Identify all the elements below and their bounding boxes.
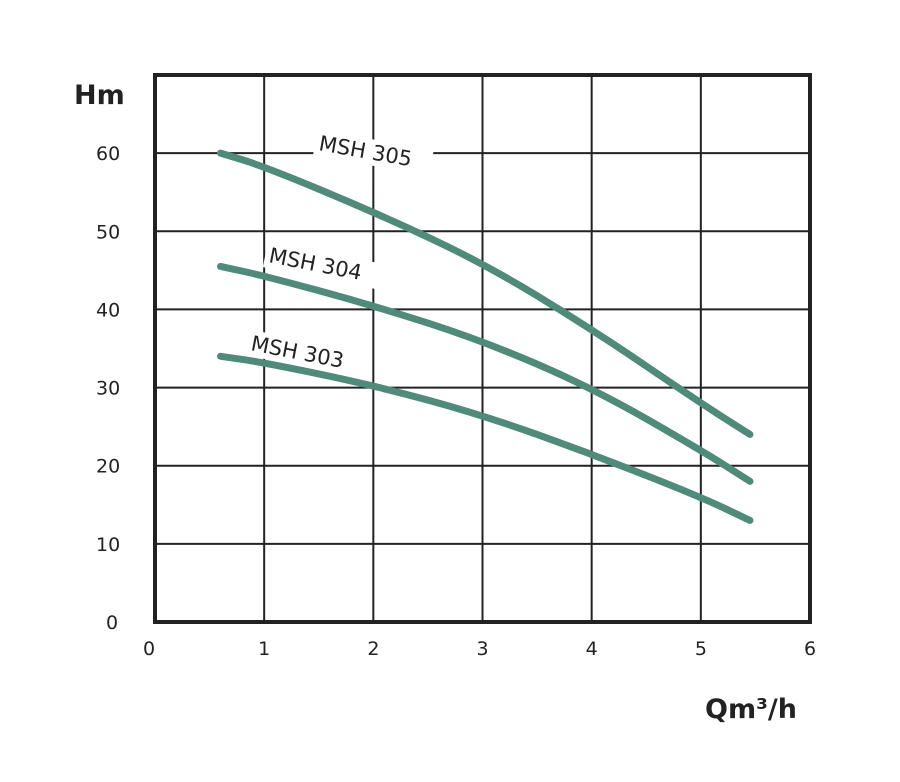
x-axis-label: Qm³/h <box>705 694 797 725</box>
series-line-msh-304 <box>217 262 754 485</box>
y-tick-label: 30 <box>96 378 120 400</box>
y-tick-label: 20 <box>96 456 120 478</box>
series-label: MSH 305 <box>317 131 414 171</box>
label-background <box>313 129 434 176</box>
x-tick-label: 5 <box>695 638 707 660</box>
series-line-msh-305 <box>217 149 754 438</box>
y-tick-label: 50 <box>96 221 120 243</box>
y-tick-label: 0 <box>106 612 118 634</box>
y-axis-label: Hm <box>74 80 125 111</box>
plot-border <box>153 73 812 624</box>
x-tick-label: 4 <box>586 638 598 660</box>
y-tick-label: 10 <box>96 534 120 556</box>
y-tick-label: 60 <box>96 143 120 165</box>
x-tick-label: 0 <box>143 638 155 660</box>
x-tick-label: 1 <box>258 638 270 660</box>
x-tick-label: 2 <box>367 638 379 660</box>
x-tick-label: 3 <box>477 638 489 660</box>
y-tick-label: 40 <box>96 299 120 321</box>
x-tick-label: 6 <box>804 638 816 660</box>
label-background <box>244 329 366 378</box>
series-line-msh-303 <box>217 352 754 524</box>
label-background <box>262 241 384 290</box>
